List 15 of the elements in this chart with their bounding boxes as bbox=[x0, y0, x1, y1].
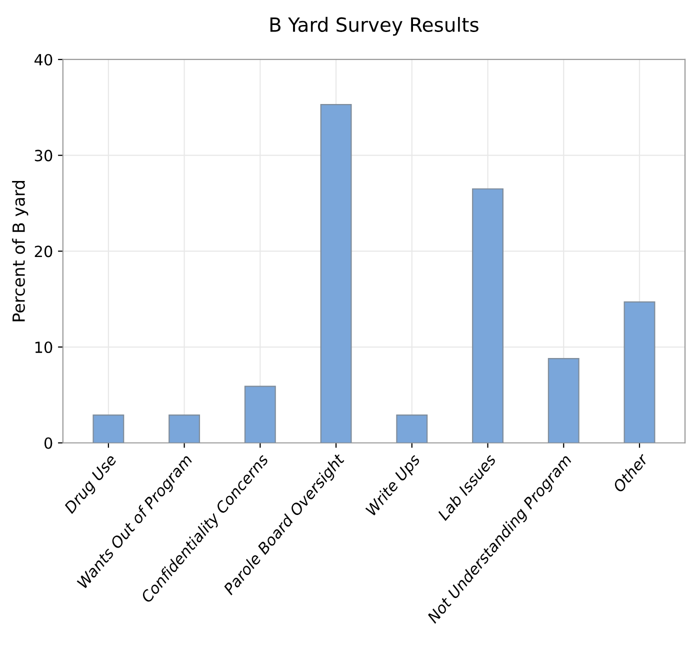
y-tick-label: 0 bbox=[44, 437, 52, 449]
y-tick-label: 20 bbox=[34, 246, 52, 258]
chart-title: B Yard Survey Results bbox=[270, 16, 478, 36]
y-tick-label: 40 bbox=[34, 54, 52, 66]
y-tick-label: 30 bbox=[34, 150, 52, 162]
bar bbox=[472, 188, 504, 443]
bar bbox=[92, 414, 124, 443]
bar bbox=[396, 414, 428, 443]
y-tick-label: 10 bbox=[35, 341, 52, 354]
bar bbox=[244, 386, 276, 443]
bar bbox=[548, 358, 580, 443]
y-axis-title: Percent of B yard bbox=[12, 181, 28, 322]
bar bbox=[168, 414, 200, 443]
bar bbox=[320, 104, 352, 443]
bar bbox=[624, 301, 656, 443]
